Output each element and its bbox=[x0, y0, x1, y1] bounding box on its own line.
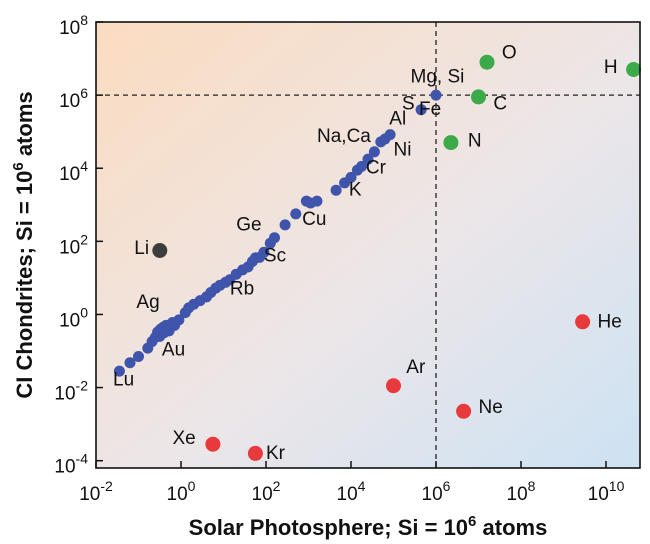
y-tick-label: 10-2 bbox=[54, 378, 88, 405]
y-axis-title: CI Chondrites; Si = 106 atoms bbox=[10, 91, 37, 398]
data-point-refractory bbox=[290, 208, 302, 220]
element-label: Ne bbox=[479, 397, 503, 418]
element-label: Na,Ca bbox=[317, 126, 371, 147]
element-label: Au bbox=[162, 339, 185, 360]
element-label: Cu bbox=[302, 209, 326, 230]
element-label: H bbox=[604, 57, 618, 78]
element-label: Ni bbox=[394, 139, 412, 160]
y-tick-label: 102 bbox=[59, 231, 88, 258]
data-point-refractory bbox=[384, 129, 396, 141]
x-tick-label: 1010 bbox=[588, 478, 625, 505]
element-label: Li bbox=[134, 238, 149, 259]
data-point-volatile_ice bbox=[471, 89, 486, 105]
data-points bbox=[113, 54, 642, 461]
data-point-volatile_gas bbox=[575, 314, 591, 330]
element-label: Cr bbox=[366, 158, 387, 179]
data-point-refractory bbox=[279, 219, 291, 231]
x-tick-label: 102 bbox=[252, 478, 281, 505]
element-label: Lu bbox=[113, 370, 134, 391]
data-point-refractory bbox=[356, 160, 368, 172]
x-tick-label: 104 bbox=[337, 478, 366, 505]
y-axis-title-tail: atoms bbox=[12, 91, 37, 162]
data-point-volatile_gas bbox=[205, 436, 221, 452]
data-point-volatile_ice bbox=[626, 62, 642, 77]
x-axis-title-sup: 6 bbox=[468, 513, 476, 530]
data-point-refractory bbox=[345, 171, 357, 183]
y-tick-label: 100 bbox=[59, 304, 88, 331]
y-axis-title-main: CI Chondrites; Si = 10 bbox=[12, 171, 37, 399]
y-tick-label: 104 bbox=[59, 158, 88, 185]
element-label: S bbox=[402, 94, 415, 115]
x-tick-label: 100 bbox=[167, 478, 196, 505]
data-point-lithium bbox=[152, 243, 168, 258]
y-tick-label: 10-4 bbox=[54, 451, 88, 478]
element-label: Sc bbox=[264, 246, 286, 267]
element-label: Al bbox=[389, 108, 406, 129]
x-axis-title-main: Solar Photosphere; Si = 10 bbox=[189, 515, 468, 540]
y-axis-title-sup: 6 bbox=[10, 162, 27, 170]
element-label: K bbox=[349, 180, 362, 201]
element-label: He bbox=[598, 311, 622, 332]
data-point-refractory bbox=[133, 351, 144, 362]
element-label: Rb bbox=[230, 278, 254, 299]
element-label: O bbox=[502, 43, 517, 64]
data-point-refractory bbox=[173, 314, 185, 326]
element-label: C bbox=[493, 94, 507, 115]
element-label: Fe bbox=[419, 99, 441, 120]
element-label: Xe bbox=[173, 428, 196, 449]
element-label: Mg, Si bbox=[411, 66, 465, 87]
data-point-refractory bbox=[330, 184, 342, 196]
data-point-volatile_gas bbox=[247, 445, 263, 461]
plot-frame bbox=[95, 21, 641, 469]
x-axis: 10-2 100 102 104 106 108 1010 bbox=[79, 461, 625, 505]
y-tick-label: 108 bbox=[59, 12, 88, 39]
x-axis-title: Solar Photosphere; Si = 106 atoms bbox=[189, 513, 548, 540]
data-point-refractory bbox=[311, 195, 323, 207]
data-point-refractory bbox=[368, 146, 380, 158]
y-axis: 10-4 10-2 100 102 104 106 108 bbox=[54, 12, 103, 478]
x-axis-title-tail: atoms bbox=[476, 515, 547, 540]
data-point-refractory bbox=[258, 246, 270, 258]
element-label: Ag bbox=[136, 292, 159, 313]
element-label: Kr bbox=[266, 443, 286, 464]
element-label: N bbox=[468, 130, 482, 151]
data-point-volatile_gas bbox=[456, 403, 472, 419]
x-tick-label: 106 bbox=[422, 478, 451, 505]
data-point-refractory bbox=[430, 89, 442, 101]
data-point-volatile_ice bbox=[479, 54, 495, 70]
x-tick-label: 108 bbox=[507, 478, 536, 505]
element-label: Ar bbox=[406, 357, 426, 378]
data-point-refractory bbox=[362, 153, 374, 165]
data-point-refractory bbox=[269, 232, 280, 244]
data-point-refractory bbox=[113, 365, 125, 377]
y-tick-label: 106 bbox=[59, 85, 88, 112]
data-point-refractory bbox=[415, 104, 427, 116]
data-point-volatile_gas bbox=[386, 378, 401, 394]
data-point-volatile_ice bbox=[443, 135, 459, 151]
data-point-refractory bbox=[124, 357, 136, 369]
x-tick-label: 10-2 bbox=[79, 478, 113, 505]
element-label: Ge bbox=[236, 214, 261, 235]
plot-background bbox=[96, 22, 640, 468]
